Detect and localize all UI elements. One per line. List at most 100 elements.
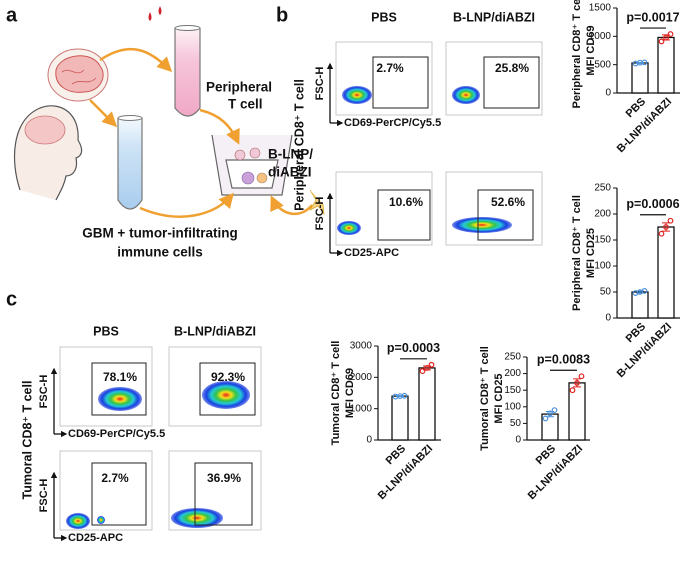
arrow bbox=[139, 192, 234, 218]
gate bbox=[377, 189, 431, 241]
flow-plot-frame bbox=[445, 171, 543, 246]
gate-percentage: 2.7% bbox=[101, 471, 129, 485]
data-point bbox=[658, 230, 665, 237]
gate-percentage: 92.3% bbox=[211, 370, 245, 384]
p-value: p=0.0017 bbox=[626, 10, 679, 24]
panel-label: c bbox=[6, 288, 17, 310]
bar bbox=[541, 413, 559, 441]
y-tick-label: 150 bbox=[504, 385, 521, 396]
gate-percentage: 52.6% bbox=[491, 195, 525, 209]
data-point bbox=[428, 361, 435, 368]
blood-drops bbox=[148, 6, 162, 21]
panel-label: a bbox=[6, 4, 18, 26]
y-tick-label: 250 bbox=[504, 352, 521, 363]
y-tick-label: 1000 bbox=[350, 403, 373, 414]
flow-x-axis-label: CD69-PerCP/Cy5.5 bbox=[68, 428, 165, 440]
column-header: PBS bbox=[93, 324, 119, 338]
data-point bbox=[419, 368, 426, 374]
density-blob bbox=[98, 387, 142, 411]
data-point bbox=[551, 407, 558, 414]
data-point bbox=[401, 392, 408, 399]
bar bbox=[631, 62, 649, 94]
flow-x-axis-label: CD25-APC bbox=[344, 247, 399, 259]
y-tick-label: 200 bbox=[504, 368, 521, 379]
gate bbox=[194, 462, 253, 526]
flow-y-axis-label: FSC-H bbox=[314, 67, 326, 101]
y-axis-label: Tumoral CD8⁺ T cell bbox=[330, 341, 342, 446]
gate bbox=[372, 56, 429, 109]
y-axis-label: MFI CD69 bbox=[344, 368, 356, 418]
p-value: p=0.0006 bbox=[626, 197, 679, 211]
p-value: p=0.0003 bbox=[387, 341, 440, 355]
row-label: Tumoral CD8⁺ T cell bbox=[20, 381, 34, 500]
data-point bbox=[574, 379, 580, 386]
data-point bbox=[641, 59, 648, 66]
density-blob bbox=[337, 221, 361, 235]
gate bbox=[483, 56, 540, 109]
schematic-label: B-LNP/ bbox=[268, 147, 313, 162]
gate bbox=[477, 189, 534, 241]
tube-peripheral bbox=[174, 28, 201, 117]
y-tick-label: 50 bbox=[600, 287, 612, 298]
schematic-caption: immune cells bbox=[117, 245, 203, 260]
y-tick-label: 1500 bbox=[589, 3, 612, 14]
y-tick-label: 200 bbox=[594, 209, 611, 220]
flow-plot-frame bbox=[335, 41, 433, 116]
y-axis-label: Tumoral CD8⁺ T cell bbox=[479, 346, 491, 451]
gate-percentage: 78.1% bbox=[103, 370, 137, 384]
column-header: B-LNP/diABZI bbox=[453, 10, 535, 24]
schematic-caption: GBM + tumor-infiltrating bbox=[82, 226, 238, 241]
brain bbox=[55, 55, 104, 93]
bar bbox=[657, 226, 675, 319]
tube-gbm-rim bbox=[117, 115, 143, 121]
cell bbox=[234, 149, 246, 161]
flow-y-axis-label: FSC-H bbox=[38, 479, 50, 513]
y-tick-label: 500 bbox=[594, 59, 611, 70]
bar bbox=[657, 36, 675, 94]
data-point bbox=[578, 373, 585, 380]
flow-y-axis-label: FSC-H bbox=[38, 375, 50, 409]
row-label: Peripheral CD8⁺ T cell bbox=[292, 79, 306, 211]
schematic-label: Peripheral bbox=[206, 80, 272, 95]
y-tick-label: 3000 bbox=[350, 341, 373, 352]
cell bbox=[249, 147, 261, 159]
flow-plot-frame bbox=[59, 346, 153, 427]
gate-percentage: 10.6% bbox=[389, 195, 423, 209]
data-point bbox=[547, 410, 553, 417]
tube-gbm bbox=[117, 118, 143, 210]
data-point bbox=[667, 31, 674, 37]
arrow bbox=[89, 99, 118, 128]
arrow bbox=[99, 47, 173, 73]
tube-peripheral-rim bbox=[174, 25, 201, 31]
density-blob bbox=[97, 516, 105, 524]
y-tick-label: 0 bbox=[605, 88, 611, 99]
data-point bbox=[424, 365, 430, 371]
y-tick-label: 250 bbox=[594, 183, 611, 194]
gate-percentage: 2.7% bbox=[376, 61, 404, 75]
head-brain bbox=[24, 115, 66, 145]
density-blob bbox=[452, 86, 480, 104]
cell bbox=[256, 172, 268, 184]
density-blob bbox=[202, 381, 250, 409]
p-value: p=0.0083 bbox=[537, 353, 590, 367]
panel-label: b bbox=[276, 4, 288, 26]
y-tick-label: 2000 bbox=[350, 372, 373, 383]
y-tick-label: 50 bbox=[510, 418, 522, 429]
y-tick-label: 1000 bbox=[589, 31, 612, 42]
gate bbox=[199, 362, 256, 416]
y-tick-label: 0 bbox=[366, 435, 372, 446]
y-tick-label: 100 bbox=[504, 401, 521, 412]
brain-folds bbox=[61, 69, 97, 85]
y-tick-label: 0 bbox=[605, 313, 611, 324]
density-blob bbox=[171, 508, 223, 528]
data-point bbox=[641, 288, 648, 294]
bar bbox=[631, 291, 649, 319]
schematic bbox=[13, 6, 325, 218]
y-axis-label: MFI CD69 bbox=[585, 25, 597, 75]
flow-y-axis-label: FSC-H bbox=[314, 197, 326, 231]
gate-percentage: 36.9% bbox=[207, 471, 241, 485]
density-blob bbox=[342, 86, 372, 104]
density-blob bbox=[66, 513, 90, 529]
flow-x-axis-label: CD25-APC bbox=[68, 532, 123, 544]
